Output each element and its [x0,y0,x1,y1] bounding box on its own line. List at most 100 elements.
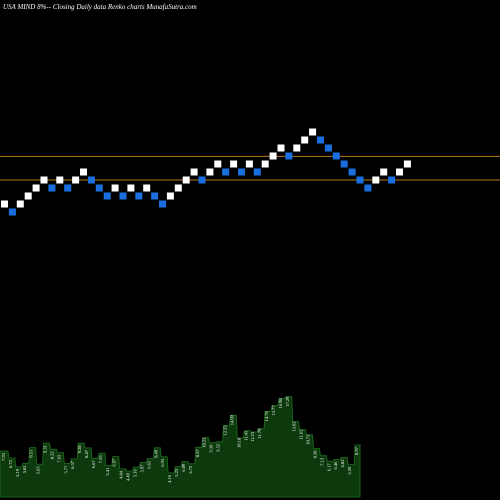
renko-brick-down [317,136,324,144]
renko-brick-up [80,168,87,176]
chart-title: USA MIND 8%-- Closing Daily data Renko c… [3,3,197,11]
volume-label: 10.73 [306,434,311,445]
volume-label: 17.29 [285,396,290,407]
renko-brick-up [245,160,253,168]
volume-label: 12.33 [223,425,228,436]
volume-label: 8.51 [29,450,34,458]
renko-brick-up [143,184,151,192]
volume-label: 6.72 [8,460,13,468]
volume-label: 8.38 [313,450,318,459]
renko-brick-up [396,168,403,176]
volume-label: 11.79 [257,428,262,439]
resistance-lines [0,155,500,181]
volume-label: 7.65 [56,454,61,463]
renko-brick-up [403,160,411,168]
volume-label: 5.72 [188,466,193,474]
volume-label: 6.17 [326,463,331,472]
renko-brick-down [388,176,396,184]
renko-brick-down [103,192,111,200]
renko-brick-up [72,176,80,184]
renko-brick-up [206,168,214,176]
renko-brick-down [151,192,159,200]
renko-brick-down [159,200,166,208]
renko-brick-up [16,200,24,208]
renko-brick-down [198,176,206,184]
renko-brick-up [309,128,317,136]
renko-brick-up [230,160,238,168]
renko-brick-up [32,184,40,192]
renko-brick-down [348,168,356,176]
renko-brick-up [190,168,198,176]
volume-label: 8.47 [84,449,89,458]
volume-area [0,396,361,498]
volume-label: 9.28 [77,445,82,454]
renko-brick-down [356,176,364,184]
renko-brick-down [222,168,230,176]
volume-label: 6.82 [340,460,345,468]
volume-label: 13.02 [292,421,297,431]
volume-label: 10.23 [202,437,207,448]
volume-label: 7.93 [1,452,6,461]
renko-brick-down [8,208,16,216]
volume-label: 5.81 [22,465,27,473]
renko-bricks [1,128,411,216]
volume-label: 5.97 [139,464,144,473]
volume-label: 6.09 [181,463,186,472]
renko-brick-down [48,184,56,192]
volume-label: 4.84 [119,470,124,479]
volume-label: 4.49 [126,472,131,481]
volume-panel: 7.936.725.19 5.81 8.51 5.65 9.318.22 7.655.77… [0,396,361,498]
renko-brick-down [87,176,95,184]
volume-label: 7.12 [319,458,324,466]
volume-label: 5.65 [36,466,41,475]
renko-brick-up [166,192,174,200]
renko-brick-down [340,160,348,168]
volume-label: 9.52 [216,444,221,452]
renko-brick-down [135,192,143,200]
renko-brick-up [40,176,48,184]
volume-label: 14.09 [229,414,234,425]
renko-brick-down [332,152,340,160]
renko-brick-down [253,168,261,176]
renko-brick-down [238,168,245,176]
renko-brick-up [24,192,32,200]
volume-label: 8.97 [354,446,359,455]
renko-brick-up [214,160,222,168]
volume-label: 5.23 [174,468,179,477]
volume-label: 9.31 [43,445,48,453]
volume-label: 9.39 [209,444,214,453]
renko-brick-down [95,184,103,192]
volume-label: 14.76 [264,411,269,422]
renko-brick-down [364,184,372,192]
volume-label: 5.41 [105,468,110,476]
volume-label: 7.55 [98,455,103,464]
renko-brick-up [301,136,309,144]
volume-label: 5.19 [15,468,20,477]
volume-label: 11.23 [250,431,255,442]
renko-brick-down [119,192,127,200]
renko-brick-up [261,160,269,168]
renko-brick-up [182,176,190,184]
volume-label: 6.57 [70,460,75,469]
volume-label: 5.59 [347,466,352,475]
volume-label: 6.93 [160,458,165,467]
volume-label: 6.46 [333,461,338,470]
volume-label: 6.67 [91,460,96,469]
renko-brick-down [64,184,72,192]
volume-label: 6.97 [112,458,117,467]
volume-label: 8.49 [153,449,158,458]
renko-brick-up [380,168,388,176]
volume-label: 4.16 [167,474,172,483]
volume-label: 8.57 [195,449,200,458]
renko-brick-up [293,144,301,152]
volume-label: 10.18 [236,437,241,448]
volume-label: 5.77 [63,465,68,474]
renko-brick-up [277,144,285,152]
renko-brick-up [269,152,277,160]
volume-label: 5.16 [133,468,138,477]
renko-brick-up [111,184,119,192]
renko-brick-up [372,176,380,184]
renko-brick-down [285,152,293,160]
